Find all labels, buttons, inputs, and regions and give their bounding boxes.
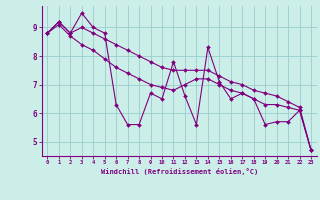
X-axis label: Windchill (Refroidissement éolien,°C): Windchill (Refroidissement éolien,°C) [100, 168, 258, 175]
